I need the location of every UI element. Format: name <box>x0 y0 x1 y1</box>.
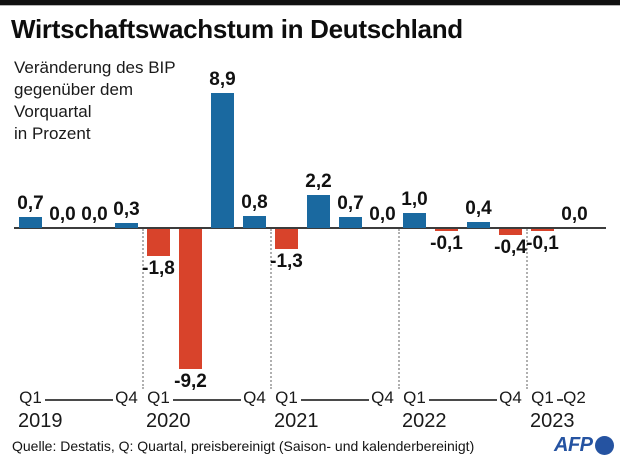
bar-value-label: -9,2 <box>174 370 207 392</box>
axis-label-q1-2020: Q1 <box>147 388 170 407</box>
chart-subtitle-line: in Prozent <box>14 124 91 143</box>
axis-label-q1-2022: Q1 <box>403 388 426 407</box>
quarter-range-line <box>428 399 497 401</box>
axis-year-label-2023: 2023 <box>530 410 575 432</box>
afp-logo-text: AFP <box>554 434 593 456</box>
bar-value-label: 0,0 <box>561 204 588 225</box>
axis-label-q1-2021: Q1 <box>275 388 298 407</box>
quarter-range-line <box>44 399 113 401</box>
page-title: Wirtschaftswachstum in Deutschland <box>11 14 463 44</box>
bar-q4-2019 <box>115 223 138 228</box>
axis-year-label-2022: 2022 <box>402 410 447 432</box>
bar-value-label: 0,0 <box>49 204 76 225</box>
bar-value-label: -0,1 <box>526 232 559 254</box>
year-separator-line <box>142 229 144 389</box>
chart-subtitle-line: Vorquartal <box>14 102 92 121</box>
bar-value-label: 0,7 <box>337 193 364 215</box>
bar-value-label: 0,0 <box>369 204 396 225</box>
axis-label-q4-2019: Q4 <box>115 388 138 407</box>
bar-q2-2022 <box>435 229 458 231</box>
bar-value-label: -0,4 <box>494 237 527 259</box>
bar-q3-2021 <box>339 217 362 228</box>
x-axis-line <box>14 227 606 229</box>
bar-q2-2021 <box>307 194 330 228</box>
bar-value-label: 0,4 <box>465 197 492 219</box>
bar-value-label: -0,1 <box>430 232 463 254</box>
axis-year-label-2019: 2019 <box>18 410 63 432</box>
bar-value-label: 0,8 <box>241 191 268 213</box>
bar-q4-2020 <box>243 215 266 228</box>
axis-label-q1-2019: Q1 <box>19 388 42 407</box>
bar-value-label: -1,8 <box>142 258 175 280</box>
top-black-bar <box>0 0 620 6</box>
axis-label-q4-2020: Q4 <box>243 388 266 407</box>
axis-year-label-2020: 2020 <box>146 410 191 432</box>
bar-q1-2022 <box>403 212 426 228</box>
axis-label-q1-2023: Q1 <box>531 388 554 407</box>
quarter-range-line <box>556 399 563 401</box>
bar-q2-2020 <box>179 229 202 369</box>
bar-q1-2021 <box>275 229 298 249</box>
chart-subtitle-line: gegenüber dem <box>14 80 134 99</box>
bar-q1-2019 <box>19 217 42 228</box>
year-separator-line <box>526 229 528 389</box>
bar-q3-2020 <box>211 92 234 228</box>
bar-q1-2023 <box>531 229 554 231</box>
year-separator-line <box>270 229 272 389</box>
bar-value-label: 8,9 <box>209 68 236 90</box>
bar-value-label: 0,0 <box>81 204 108 225</box>
axis-label-q2-2023: Q2 <box>563 388 586 407</box>
quarter-range-line <box>172 399 241 401</box>
axis-label-q4-2021: Q4 <box>371 388 394 407</box>
bar-q3-2022 <box>467 221 490 228</box>
bar-value-label: 0,7 <box>17 193 44 215</box>
bar-value-label: 0,3 <box>113 199 140 221</box>
afp-logo-circle-icon <box>594 436 614 455</box>
axis-year-label-2021: 2021 <box>274 410 319 432</box>
chart-subtitle-line: Veränderung des BIP <box>14 58 176 77</box>
axis-label-q4-2022: Q4 <box>499 388 522 407</box>
year-separator-line <box>398 229 400 389</box>
bar-value-label: 2,2 <box>305 170 332 192</box>
afp-logo: AFP <box>554 434 614 456</box>
bar-q4-2022 <box>499 229 522 236</box>
source-note: Quelle: Destatis, Q: Quartal, preisberei… <box>12 438 475 454</box>
bar-value-label: 1,0 <box>401 188 428 210</box>
bar-q1-2020 <box>147 229 170 257</box>
quarter-range-line <box>300 399 369 401</box>
bar-value-label: -1,3 <box>270 250 303 272</box>
